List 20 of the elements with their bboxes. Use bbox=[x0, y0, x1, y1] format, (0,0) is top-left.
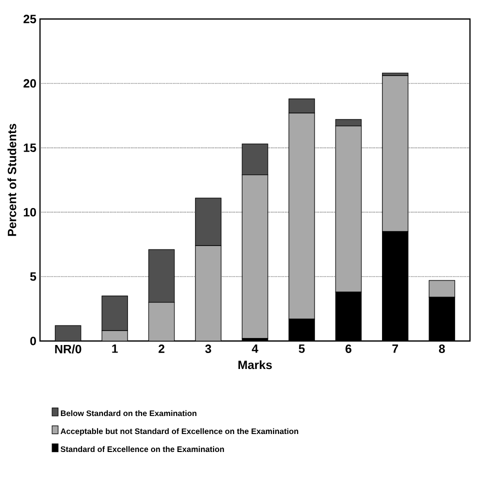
y-axis-title: Percent of Students bbox=[7, 124, 16, 236]
y-tick-label: 5 bbox=[30, 272, 36, 281]
x-tick-label: 8 bbox=[438, 344, 445, 354]
y-tick-label: 0 bbox=[30, 336, 36, 346]
legend-label: Acceptable but not Standard of Excellence on the Examination bbox=[60, 428, 298, 436]
x-tick-label: NR/0 bbox=[55, 344, 82, 354]
y-tick-label: 25 bbox=[24, 14, 36, 24]
x-axis-title: Marks bbox=[238, 360, 272, 370]
legend-label: Below Standard on the Examination bbox=[60, 410, 196, 416]
x-tick-label: 7 bbox=[392, 344, 398, 353]
y-tick-label: 15 bbox=[24, 144, 36, 152]
legend-label: Standard of Excellence on the Examination bbox=[60, 446, 224, 452]
x-tick-label: 2 bbox=[158, 344, 164, 353]
x-tick-label: 6 bbox=[346, 344, 352, 354]
x-tick-label: 4 bbox=[252, 344, 258, 353]
x-tick-label: 1 bbox=[112, 344, 118, 353]
x-tick-label: 3 bbox=[205, 344, 212, 354]
x-tick-label: 5 bbox=[298, 344, 305, 353]
y-tick-label: 10 bbox=[24, 208, 36, 216]
y-tick-label: 20 bbox=[24, 79, 36, 88]
